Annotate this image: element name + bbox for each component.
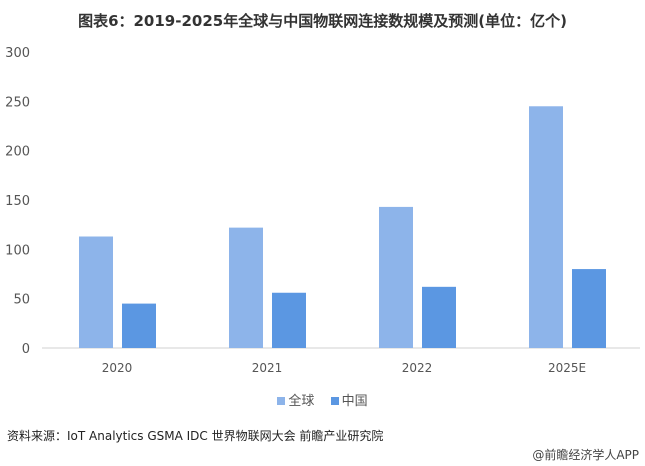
bar-china-2020: [122, 303, 156, 348]
y-tick-label: 150: [5, 194, 30, 209]
legend-item-global: 全球: [277, 390, 314, 409]
x-tick-label: 2022: [402, 361, 433, 375]
y-tick-label: 300: [5, 46, 30, 61]
legend-swatch: [330, 397, 339, 405]
legend-item-china: 中国: [330, 390, 368, 409]
x-tick-label: 2020: [102, 361, 133, 375]
bar-china-2021: [272, 292, 306, 348]
bar-global-2021: [229, 227, 263, 348]
y-tick-label: 100: [5, 243, 30, 258]
legend: 全球 中国: [0, 390, 645, 409]
y-tick-label: 250: [5, 95, 30, 110]
legend-label: 全球: [288, 394, 315, 409]
x-tick-label: 2025E: [548, 361, 586, 375]
y-tick-label: 0: [22, 342, 30, 357]
bar-china-2025E: [572, 269, 606, 348]
bar-global-2022: [379, 206, 413, 348]
y-tick-label: 200: [5, 145, 30, 160]
credit: @前瞻经济学人APP: [532, 448, 639, 462]
legend-swatch: [277, 397, 286, 405]
bar-china-2022: [422, 286, 456, 348]
y-tick-label: 50: [13, 293, 30, 308]
x-tick-label: 2021: [252, 361, 283, 375]
chart-title: 图表6：2019-2025年全球与中国物联网连接数规模及预测(单位：亿个): [78, 12, 567, 30]
legend-label: 中国: [341, 394, 368, 409]
source-note: 资料来源：IoT Analytics GSMA IDC 世界物联网大会 前瞻产业…: [7, 429, 384, 443]
bar-global-2025E: [529, 106, 563, 349]
bar-global-2020: [79, 236, 113, 348]
